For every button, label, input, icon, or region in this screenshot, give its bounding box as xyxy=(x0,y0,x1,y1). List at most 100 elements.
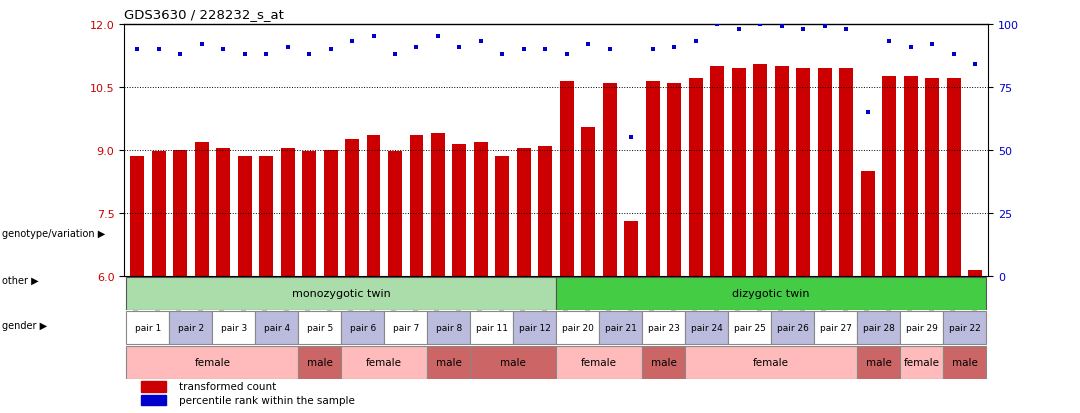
Text: male: male xyxy=(651,357,676,367)
Bar xyxy=(904,77,918,276)
Text: pair 5: pair 5 xyxy=(307,323,333,332)
Point xyxy=(365,34,382,40)
Point xyxy=(730,26,747,33)
Bar xyxy=(943,346,986,379)
Bar xyxy=(213,311,255,344)
Bar xyxy=(496,157,510,276)
Point xyxy=(816,24,834,31)
Bar xyxy=(646,81,660,276)
Bar xyxy=(861,171,875,276)
Bar xyxy=(796,69,810,276)
Bar xyxy=(581,128,595,276)
Text: female: female xyxy=(194,357,230,367)
Point xyxy=(708,21,726,28)
Text: gender ▶: gender ▶ xyxy=(2,320,48,330)
Bar xyxy=(302,152,316,276)
Bar xyxy=(858,346,900,379)
Bar xyxy=(151,152,165,276)
Bar xyxy=(141,381,165,392)
Bar xyxy=(409,136,423,276)
Text: pair 8: pair 8 xyxy=(435,323,462,332)
Bar xyxy=(814,311,858,344)
Bar xyxy=(517,149,531,276)
Text: other ▶: other ▶ xyxy=(2,275,39,285)
Bar xyxy=(667,83,681,276)
Point xyxy=(945,52,962,58)
Text: pair 23: pair 23 xyxy=(648,323,679,332)
Text: pair 22: pair 22 xyxy=(948,323,981,332)
Point xyxy=(472,39,489,46)
Point xyxy=(279,44,296,51)
Point xyxy=(880,39,897,46)
Text: male: male xyxy=(951,357,977,367)
Point xyxy=(773,24,791,31)
Text: pair 24: pair 24 xyxy=(691,323,723,332)
Bar xyxy=(947,79,961,276)
Bar xyxy=(324,151,338,276)
Point xyxy=(257,52,274,58)
Point xyxy=(558,52,576,58)
Bar xyxy=(259,157,273,276)
Point xyxy=(322,47,339,53)
Bar xyxy=(643,311,685,344)
Bar xyxy=(513,311,556,344)
Point xyxy=(623,135,640,141)
Bar xyxy=(556,277,986,310)
Point xyxy=(215,47,232,53)
Point xyxy=(172,52,189,58)
Bar xyxy=(345,140,359,276)
Point xyxy=(193,42,211,48)
Point xyxy=(537,47,554,53)
Bar xyxy=(126,346,298,379)
Point xyxy=(515,47,532,53)
Text: male: male xyxy=(436,357,461,367)
Text: male: male xyxy=(500,357,526,367)
Text: pair 2: pair 2 xyxy=(178,323,204,332)
Bar xyxy=(384,311,428,344)
Bar xyxy=(470,311,513,344)
Bar xyxy=(689,79,703,276)
Point xyxy=(687,39,704,46)
Point xyxy=(602,47,619,53)
Bar xyxy=(453,144,467,276)
Point xyxy=(300,52,318,58)
Point xyxy=(967,62,984,68)
Bar xyxy=(539,146,553,276)
Bar xyxy=(281,149,295,276)
Bar xyxy=(428,346,470,379)
Bar xyxy=(341,346,428,379)
Bar xyxy=(194,142,208,276)
Text: pair 6: pair 6 xyxy=(350,323,376,332)
Bar xyxy=(599,311,643,344)
Text: female: female xyxy=(581,357,617,367)
Bar xyxy=(771,311,814,344)
Bar xyxy=(126,277,556,310)
Bar xyxy=(556,346,643,379)
Text: pair 26: pair 26 xyxy=(777,323,809,332)
Bar xyxy=(431,134,445,276)
Bar xyxy=(298,311,341,344)
Bar xyxy=(711,67,725,276)
Text: dizygotic twin: dizygotic twin xyxy=(732,289,810,299)
Bar xyxy=(774,67,788,276)
Text: monozygotic twin: monozygotic twin xyxy=(292,289,391,299)
Bar xyxy=(130,157,144,276)
Bar xyxy=(559,81,573,276)
Text: pair 29: pair 29 xyxy=(906,323,937,332)
Point xyxy=(752,21,769,28)
Bar xyxy=(728,311,771,344)
Text: female: female xyxy=(904,357,940,367)
Bar xyxy=(470,346,556,379)
Bar xyxy=(839,69,853,276)
Point xyxy=(860,109,877,116)
Point xyxy=(150,47,167,53)
Point xyxy=(494,52,511,58)
Bar xyxy=(732,69,746,276)
Text: pair 1: pair 1 xyxy=(135,323,161,332)
Text: female: female xyxy=(753,357,789,367)
Bar xyxy=(926,79,940,276)
Text: pair 28: pair 28 xyxy=(863,323,894,332)
Bar xyxy=(428,311,470,344)
Bar xyxy=(366,136,380,276)
Point xyxy=(408,44,426,51)
